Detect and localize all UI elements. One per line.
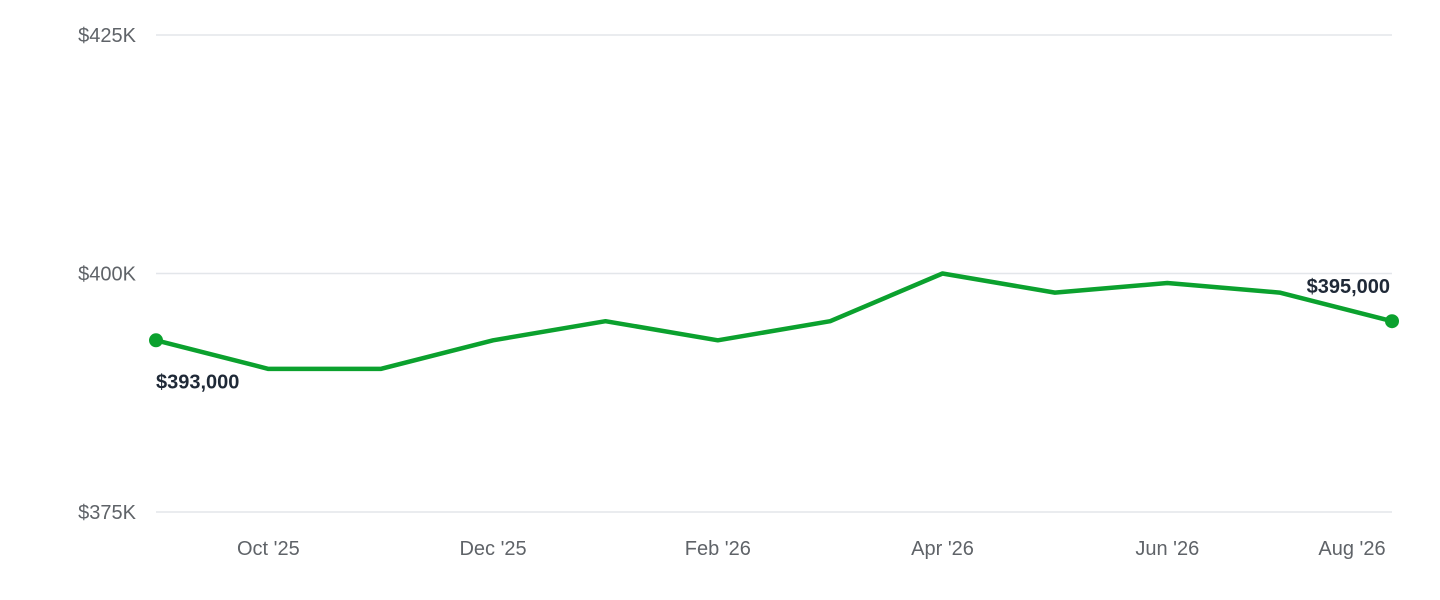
grid-lines bbox=[156, 34, 1392, 513]
start-value-label: $393,000 bbox=[156, 371, 239, 393]
series-line-layer bbox=[153, 271, 1395, 372]
end-value-label: $395,000 bbox=[1307, 276, 1390, 298]
y-tick-label: $425K bbox=[78, 25, 136, 47]
endpoint-markers bbox=[149, 314, 1399, 348]
y-axis-ticks: $425K $400K $375K bbox=[78, 25, 136, 524]
x-tick-label: Dec '25 bbox=[459, 538, 526, 560]
x-axis-ticks: Oct '25 Dec '25 Feb '26 Apr '26 Jun '26 Aug '… bbox=[237, 538, 1386, 560]
endpoint-marker bbox=[1385, 314, 1399, 329]
data-labels: $393,000 $395,000 bbox=[156, 276, 1390, 393]
series-line bbox=[153, 271, 1395, 372]
x-tick-label: Apr '26 bbox=[911, 538, 974, 560]
x-tick-label: Feb '26 bbox=[685, 538, 751, 560]
y-tick-label: $400K bbox=[78, 264, 136, 286]
endpoint-marker bbox=[149, 333, 163, 348]
x-tick-label: Aug '26 bbox=[1318, 538, 1385, 560]
x-tick-label: Jun '26 bbox=[1135, 538, 1199, 560]
x-tick-label: Oct '25 bbox=[237, 538, 300, 560]
y-tick-label: $375K bbox=[78, 502, 136, 524]
